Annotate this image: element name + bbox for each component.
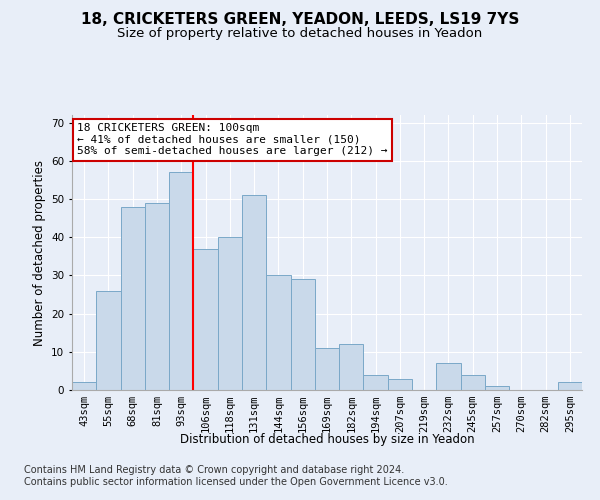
Bar (266, 276, 290, 390)
Bar (121, 206, 145, 390)
Text: 18, CRICKETERS GREEN, YEADON, LEEDS, LS19 7YS: 18, CRICKETERS GREEN, YEADON, LEEDS, LS1… (81, 12, 519, 28)
Bar (242, 195, 266, 390)
Bar (558, 382, 582, 390)
Bar (193, 248, 218, 390)
Text: Size of property relative to detached houses in Yeadon: Size of property relative to detached ho… (118, 28, 482, 40)
Bar (169, 172, 193, 390)
Bar (388, 378, 412, 390)
Bar (218, 237, 242, 390)
Text: Distribution of detached houses by size in Yeadon: Distribution of detached houses by size … (179, 432, 475, 446)
Bar (364, 374, 388, 390)
Bar (315, 348, 339, 390)
Bar (145, 203, 169, 390)
Text: Contains HM Land Registry data © Crown copyright and database right 2024.
Contai: Contains HM Land Registry data © Crown c… (24, 465, 448, 486)
Bar (485, 386, 509, 390)
Bar (339, 344, 364, 390)
Bar (461, 374, 485, 390)
Bar (72, 382, 96, 390)
Bar (96, 290, 121, 390)
Y-axis label: Number of detached properties: Number of detached properties (32, 160, 46, 346)
Bar (290, 279, 315, 390)
Bar (436, 364, 461, 390)
Text: 18 CRICKETERS GREEN: 100sqm
← 41% of detached houses are smaller (150)
58% of se: 18 CRICKETERS GREEN: 100sqm ← 41% of det… (77, 123, 388, 156)
